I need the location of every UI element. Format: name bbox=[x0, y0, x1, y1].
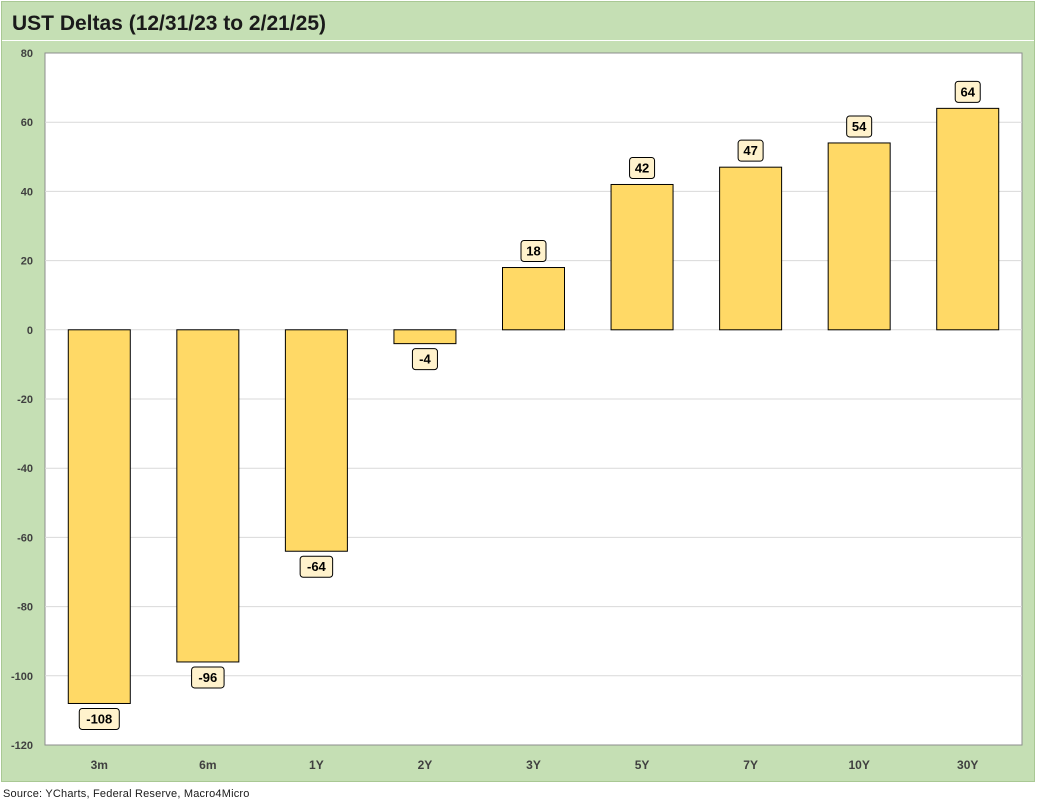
data-label: 54 bbox=[852, 119, 867, 134]
chart-title: UST Deltas (12/31/23 to 2/21/25) bbox=[12, 12, 326, 35]
y-tick-label: 0 bbox=[27, 325, 33, 337]
bar-1y bbox=[284, 329, 348, 552]
data-label: -64 bbox=[307, 559, 327, 574]
data-label: 42 bbox=[635, 160, 649, 175]
x-tick-label: 7Y bbox=[743, 758, 758, 772]
data-label-box bbox=[846, 115, 873, 138]
bar-7y bbox=[719, 166, 783, 331]
data-label: 47 bbox=[743, 143, 757, 158]
y-tick-label: 80 bbox=[21, 48, 33, 60]
bar-30y bbox=[936, 107, 1000, 331]
data-labels: -108 -96 -64 -4 18 42 47 54 64 bbox=[78, 80, 981, 730]
bar-5y bbox=[610, 183, 674, 331]
y-tick-label: 20 bbox=[21, 256, 33, 268]
x-tick-label: 30Y bbox=[957, 758, 978, 772]
bar-3y bbox=[502, 267, 565, 331]
y-tick-label: 40 bbox=[21, 186, 33, 198]
data-label-box bbox=[299, 555, 334, 578]
x-axis-ticks: 3m 6m 1Y 2Y 3Y 5Y 7Y 10Y 30Y bbox=[91, 758, 979, 772]
data-label-box bbox=[191, 666, 225, 689]
data-label-box bbox=[411, 348, 438, 371]
data-label-box bbox=[520, 240, 547, 263]
x-tick-label: 3Y bbox=[526, 758, 541, 772]
x-tick-label: 10Y bbox=[848, 758, 869, 772]
x-tick-label: 6m bbox=[199, 758, 216, 772]
source-note: Source: YCharts, Federal Reserve, Macro4… bbox=[3, 788, 250, 800]
y-tick-label: 60 bbox=[21, 117, 33, 129]
y-tick-label: -100 bbox=[11, 671, 33, 683]
x-tick-label: 3m bbox=[91, 758, 108, 772]
x-tick-label: 2Y bbox=[418, 758, 433, 772]
bars bbox=[67, 107, 1000, 704]
title-divider bbox=[2, 40, 1034, 41]
y-axis-ticks: 80 60 40 20 0 -20 -40 -60 -80 -100 -120 bbox=[11, 48, 33, 752]
data-label: -4 bbox=[419, 352, 431, 367]
bar-6m bbox=[176, 329, 240, 663]
y-tick-label: -40 bbox=[17, 463, 33, 475]
y-tick-label: -80 bbox=[17, 602, 33, 614]
bar-3m bbox=[67, 329, 131, 704]
x-tick-label: 5Y bbox=[635, 758, 650, 772]
y-tick-label: -120 bbox=[11, 740, 33, 752]
y-tick-label: -20 bbox=[17, 394, 33, 406]
data-label-box bbox=[954, 80, 981, 103]
bar-chart: 80 60 40 20 0 -20 -40 -60 -80 -100 -120 -108 -96 -64… bbox=[11, 48, 1023, 772]
data-label-box bbox=[737, 139, 764, 162]
bar-2y bbox=[393, 329, 457, 345]
data-label: 64 bbox=[960, 84, 975, 99]
y-tick-label: -60 bbox=[17, 532, 33, 544]
data-label-box bbox=[629, 156, 656, 179]
data-label: -96 bbox=[198, 670, 217, 685]
data-label-box bbox=[78, 707, 120, 730]
data-label: 18 bbox=[526, 244, 540, 259]
bar-10y bbox=[827, 142, 891, 331]
x-tick-label: 1Y bbox=[309, 758, 324, 772]
data-label: -108 bbox=[86, 711, 112, 726]
